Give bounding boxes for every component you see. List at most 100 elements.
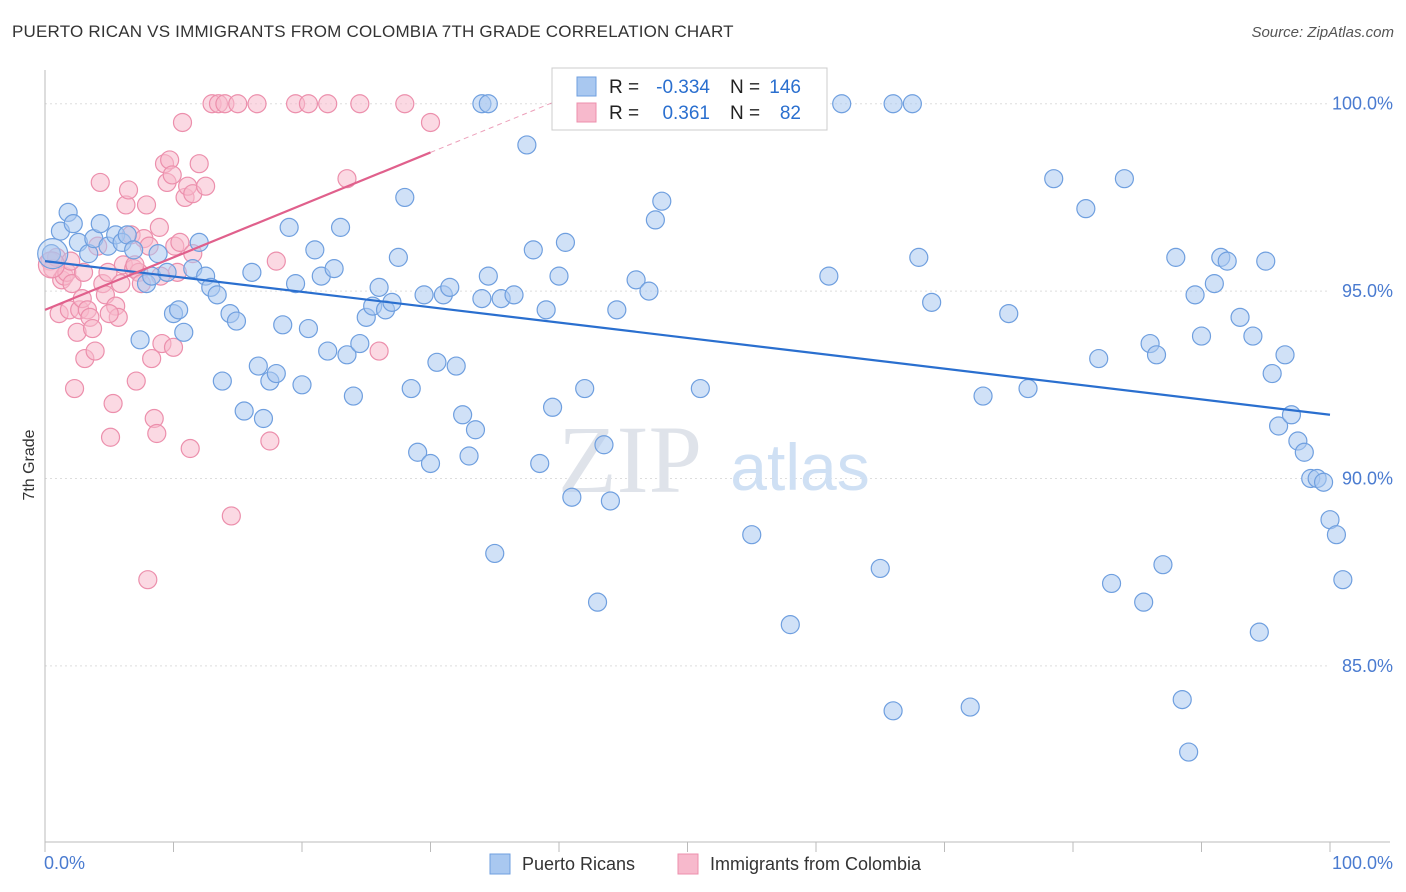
puerto-rican-point bbox=[1114, 169, 1135, 189]
colombia-point bbox=[126, 371, 146, 391]
puerto-rican-point bbox=[960, 697, 980, 717]
puerto-rican-point bbox=[1076, 199, 1096, 219]
puerto-rican-point bbox=[318, 341, 338, 361]
colombia-point bbox=[170, 232, 190, 252]
puerto-rican-point bbox=[343, 386, 363, 406]
puerto-rican-point bbox=[350, 333, 370, 354]
puerto-rican-point bbox=[1134, 592, 1154, 612]
puerto-rican-point bbox=[395, 187, 415, 208]
puerto-rican-point bbox=[600, 491, 621, 511]
puerto-rican-point bbox=[337, 345, 357, 365]
puerto-rican-point bbox=[530, 453, 550, 474]
puerto-rican-point bbox=[999, 303, 1019, 324]
puerto-rican-point bbox=[562, 487, 582, 507]
puerto-rican-point bbox=[645, 210, 665, 230]
puerto-rican-point bbox=[1275, 345, 1295, 365]
puerto-rican-point bbox=[1191, 326, 1212, 346]
colombia-point bbox=[189, 154, 209, 174]
puerto-rican-point bbox=[832, 94, 852, 114]
y-tick-label: 95.0% bbox=[1342, 281, 1393, 301]
puerto-rican-point bbox=[742, 525, 762, 545]
puerto-rican-point bbox=[292, 375, 312, 395]
watermark: ZIP atlas bbox=[558, 406, 870, 513]
puerto-rican-point bbox=[1204, 274, 1224, 294]
trend-line-puerto-ricans bbox=[44, 260, 1331, 416]
puerto-rican-point bbox=[1256, 251, 1276, 271]
puerto-rican-point bbox=[587, 592, 608, 612]
colombia-point bbox=[64, 378, 85, 399]
puerto-rican-point bbox=[1294, 442, 1314, 462]
puerto-rican-point bbox=[478, 266, 498, 286]
puerto-rican-point bbox=[870, 558, 890, 579]
puerto-rican-point bbox=[536, 300, 556, 320]
colombia-point bbox=[163, 337, 184, 357]
series-colombia-points bbox=[37, 94, 441, 590]
puerto-rican-point bbox=[388, 247, 408, 267]
puerto-rican-point bbox=[465, 420, 486, 440]
puerto-rican-point bbox=[1243, 326, 1263, 346]
puerto-rican-point bbox=[157, 262, 177, 282]
colombia-point bbox=[221, 506, 241, 526]
colombia-point bbox=[350, 94, 370, 114]
puerto-rican-point bbox=[780, 615, 800, 635]
y-tick-label: 100.0% bbox=[1332, 94, 1393, 114]
puerto-rican-point bbox=[279, 217, 299, 237]
puerto-rican-point bbox=[285, 274, 306, 294]
colombia-point bbox=[82, 318, 103, 339]
trend-line-colombia bbox=[44, 151, 431, 311]
puerto-rican-point bbox=[1089, 348, 1109, 369]
puerto-rican-point bbox=[207, 285, 227, 305]
stats-legend-pink-swatch bbox=[576, 102, 597, 123]
colombia-point bbox=[162, 165, 182, 185]
puerto-rican-point bbox=[330, 217, 351, 237]
colombia-point bbox=[180, 438, 200, 459]
stats-legend-frame bbox=[551, 67, 828, 131]
puerto-rican-point bbox=[555, 232, 576, 252]
puerto-rican-point bbox=[594, 435, 614, 455]
colombia-point bbox=[149, 217, 169, 237]
puerto-rican-point bbox=[427, 352, 447, 372]
puerto-rican-point bbox=[1313, 472, 1334, 492]
puerto-rican-point bbox=[1268, 416, 1289, 436]
puerto-rican-point bbox=[504, 285, 524, 305]
colombia-point bbox=[298, 94, 319, 114]
tick-labels: 85.0% 90.0% 95.0% 100.0% 0.0% 100.0% bbox=[44, 94, 1393, 873]
source-label: Source: ZipAtlas.com bbox=[1251, 24, 1394, 41]
colombia-point bbox=[85, 341, 105, 361]
puerto-rican-point bbox=[174, 322, 194, 342]
puerto-rican-point bbox=[626, 270, 646, 290]
colombia-point bbox=[138, 570, 158, 590]
puerto-rican-point bbox=[1101, 573, 1122, 594]
puerto-rican-point bbox=[1326, 525, 1347, 545]
legend-label-colombia: Immigrants from Colombia bbox=[710, 854, 922, 874]
colombia-point bbox=[247, 94, 267, 114]
x-tick-label: 100.0% bbox=[1332, 853, 1393, 873]
legend-label-puerto-ricans: Puerto Ricans bbox=[522, 854, 635, 874]
colombia-point bbox=[147, 423, 167, 444]
puerto-rican-point bbox=[549, 266, 569, 286]
puerto-rican-point bbox=[607, 300, 627, 320]
puerto-rican-point bbox=[478, 94, 498, 114]
puerto-rican-point bbox=[652, 191, 672, 211]
colombia-point bbox=[118, 180, 139, 200]
puerto-rican-point bbox=[1262, 363, 1282, 384]
watermark-atlas: atlas bbox=[730, 430, 869, 504]
stats-r-value-pink: 0.361 bbox=[662, 103, 710, 124]
stats-n-value-blue: 146 bbox=[769, 77, 801, 98]
puerto-rican-point bbox=[234, 401, 254, 421]
puerto-rican-point bbox=[408, 442, 428, 462]
puerto-rican-point bbox=[212, 371, 232, 391]
x-tick-label: 0.0% bbox=[44, 853, 85, 873]
puerto-rican-point bbox=[922, 292, 942, 312]
stats-r-label-blue: R = bbox=[609, 77, 639, 98]
puerto-rican-point bbox=[883, 701, 903, 721]
colombia-point bbox=[228, 94, 248, 114]
puerto-rican-point bbox=[266, 363, 286, 384]
puerto-rican-point bbox=[253, 408, 274, 429]
puerto-rican-point bbox=[440, 277, 460, 297]
puerto-rican-point bbox=[63, 214, 83, 234]
puerto-rican-point bbox=[575, 378, 595, 399]
puerto-rican-point bbox=[248, 356, 268, 376]
puerto-rican-point bbox=[298, 318, 319, 339]
puerto-rican-point bbox=[1146, 345, 1167, 365]
